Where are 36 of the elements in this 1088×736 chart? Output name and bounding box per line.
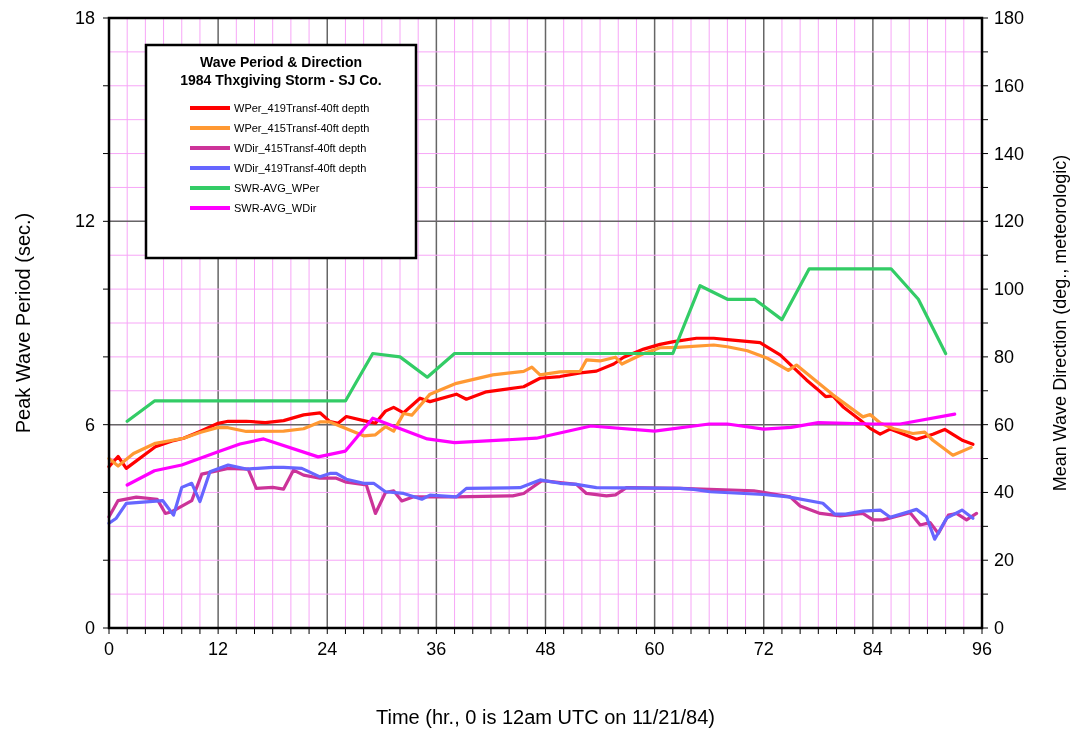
y2-tick-label: 100 — [994, 279, 1025, 300]
legend-label: WPer_415Transf-40ft depth — [234, 122, 370, 134]
y2-tick-label: 40 — [994, 482, 1015, 503]
text: Wave Period & Direction — [199, 54, 363, 70]
x-tick-label: 12 — [208, 639, 229, 659]
legend-label: WDir_419Transf-40ft depth — [234, 162, 367, 174]
y-tick-label: 6 — [84, 414, 95, 435]
y-tick-label: 18 — [74, 8, 95, 28]
y2-tick-label: 80 — [994, 346, 1015, 367]
x-tick-label: 60 — [644, 639, 665, 659]
x-tick-label: 36 — [426, 639, 447, 659]
x-tick-label: 72 — [753, 639, 774, 659]
x-axis-title: Time (hr., 0 is 12am UTC on 11/21/84) — [375, 706, 716, 728]
x-tick-label: 24 — [317, 639, 338, 659]
y2-tick-label: 180 — [994, 8, 1025, 28]
x-tick-label: 84 — [862, 639, 883, 659]
y2-tick-label: 20 — [994, 550, 1015, 571]
y2-axis-title: Mean Wave Direction (deg., meteorologic) — [1050, 154, 1070, 492]
line-series — [125, 412, 957, 487]
legend-label: SWR-AVG_WPer — [234, 182, 320, 194]
legend-label: SWR-AVG_WDir — [234, 202, 317, 214]
x-tick-label: 96 — [971, 639, 993, 659]
x-tick-label: 48 — [535, 639, 556, 659]
y2-tick-label: 120 — [994, 211, 1025, 232]
y2-tick-label: 60 — [994, 414, 1015, 435]
y-tick-label: 0 — [84, 618, 95, 638]
x-tick-label: 0 — [103, 639, 115, 659]
y2-tick-label: 0 — [994, 618, 1005, 638]
text: 1984 Thxgiving Storm - SJ Co. — [180, 72, 382, 88]
legend-label: WDir_415Transf-40ft depth — [234, 142, 367, 154]
y-axis-title: Peak Wave Period (sec.) — [12, 212, 34, 434]
line-series — [125, 267, 948, 423]
y2-tick-label: 160 — [994, 75, 1025, 96]
y-tick-label: 12 — [74, 211, 95, 232]
legend-label: WPer_419Transf-40ft depth — [234, 102, 370, 114]
y2-tick-label: 140 — [994, 143, 1025, 164]
